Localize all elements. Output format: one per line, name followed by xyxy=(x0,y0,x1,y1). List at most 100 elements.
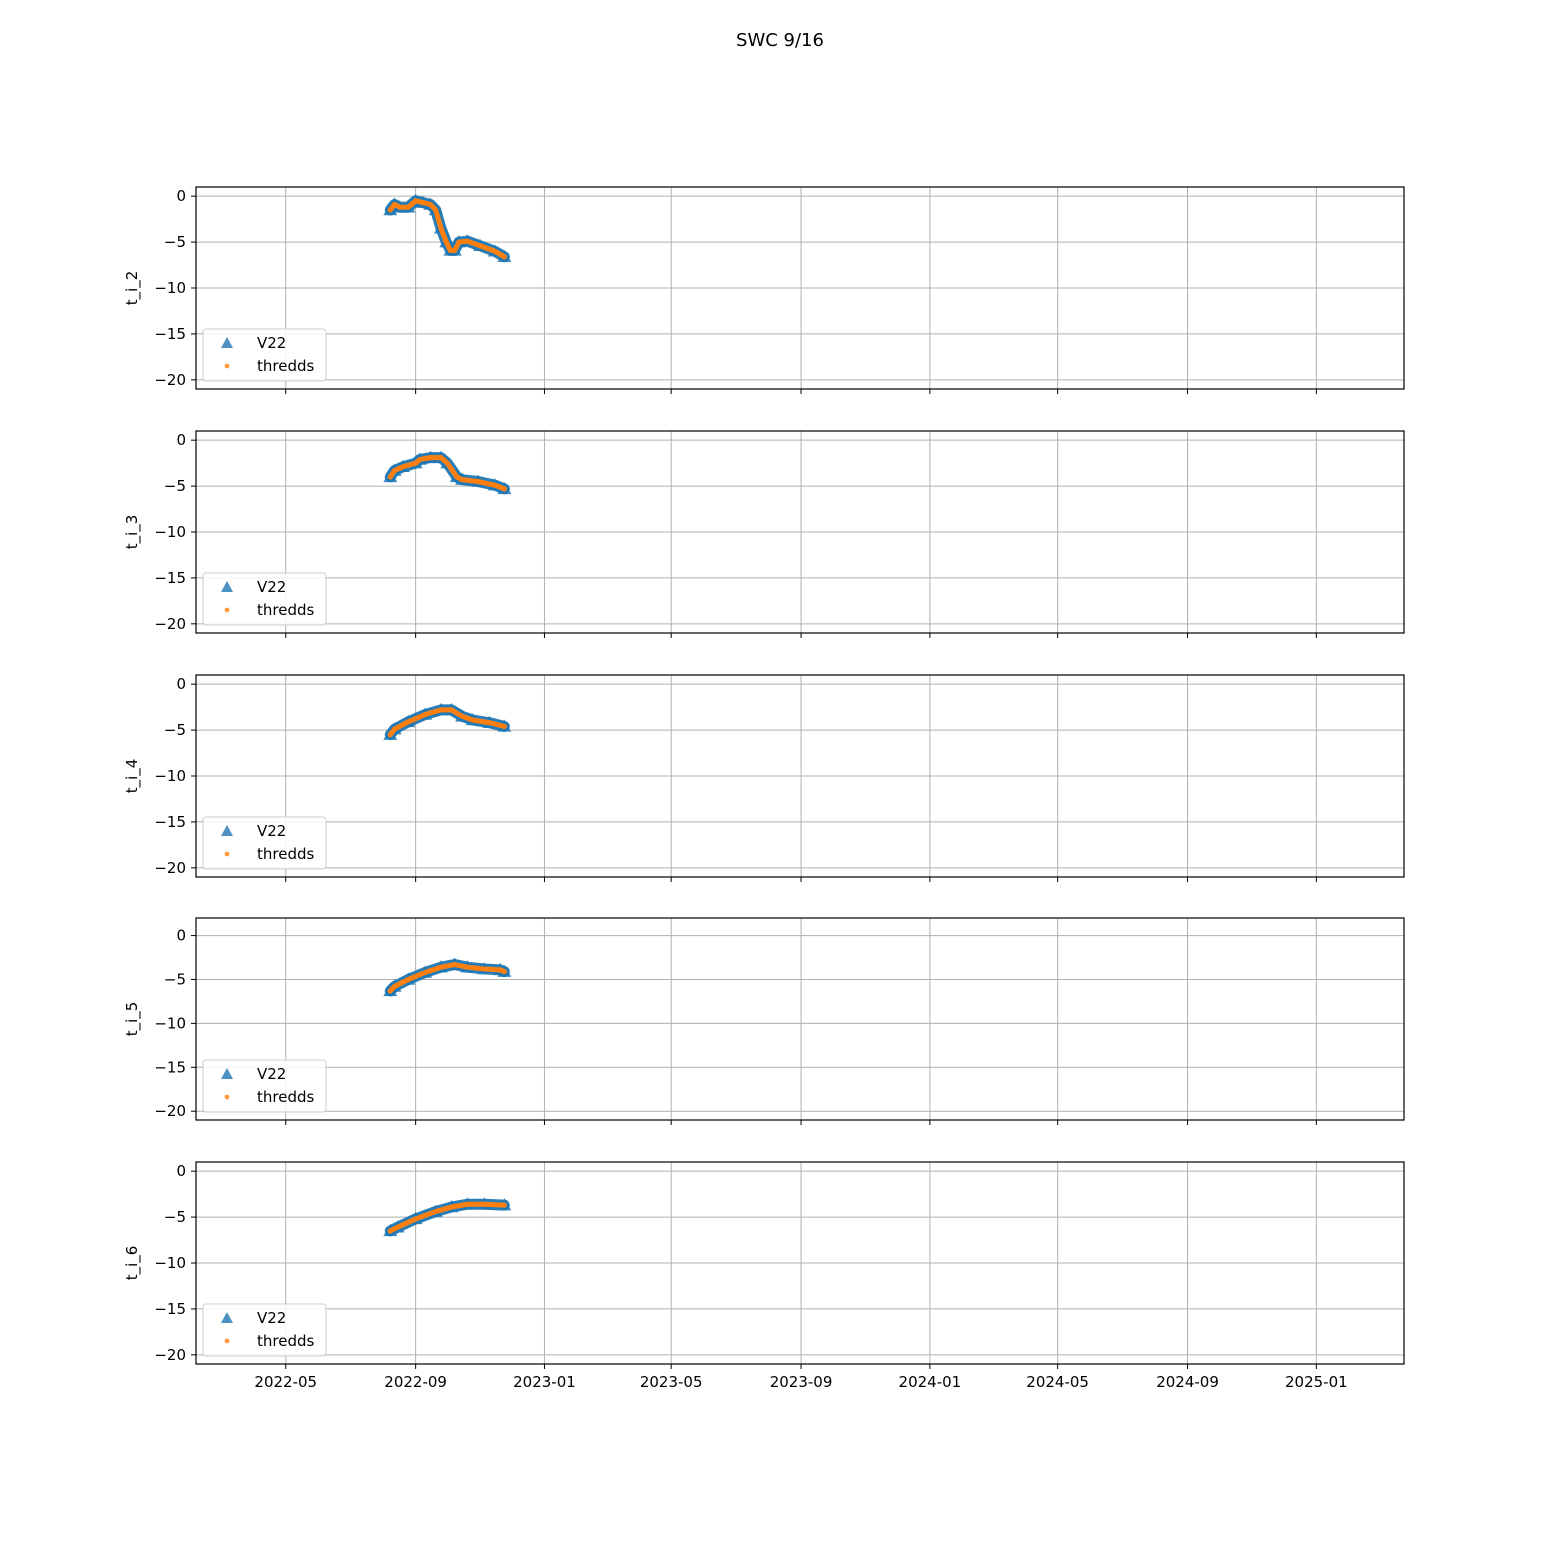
x-tick-label: 2022-09 xyxy=(384,1373,447,1391)
legend-marker-thredds xyxy=(224,1338,230,1344)
data-point-marker xyxy=(452,961,458,968)
data-point-marker xyxy=(448,707,455,713)
y-tick-label: 0 xyxy=(176,1162,186,1180)
subplot-t-i-6: 2022-05 2022-09 2023-01 2023-05 2023-09 2024-… xyxy=(123,1161,1405,1391)
axes-frame xyxy=(195,430,1405,634)
legend-marker-v22 xyxy=(221,337,233,348)
x-tick-label: 2024-09 xyxy=(1156,1373,1219,1391)
data-point-marker xyxy=(452,247,458,253)
y-tick-label: −10 xyxy=(154,279,186,297)
legend-box xyxy=(202,1303,327,1357)
y-tick-label: −20 xyxy=(154,371,186,389)
x-tick-label: 2023-01 xyxy=(513,1373,576,1391)
data-point-marker xyxy=(475,478,481,485)
data-point-marker xyxy=(456,239,462,245)
series-thredds xyxy=(387,707,507,738)
subplots: 0 −5 −10 −15 −20 t_i_2 V22 thredds 0 −5 −10 −15 −20 t… xyxy=(123,186,1405,1391)
data-point-marker xyxy=(422,969,428,976)
legend-marker-thredds xyxy=(224,851,230,857)
legend-marker-thredds xyxy=(224,363,230,369)
subplot-t-i-5: 0 −5 −10 −15 −20 t_i_5 V22 thredds xyxy=(123,917,1405,1125)
data-point-marker xyxy=(387,474,393,480)
data-point-marker xyxy=(400,464,406,470)
data-point-marker xyxy=(433,207,439,213)
series-thredds xyxy=(387,1201,507,1234)
y-tick-label: −15 xyxy=(154,813,186,831)
legend: V22 thredds xyxy=(202,1303,327,1357)
legend-box xyxy=(202,572,327,626)
y-tick-label: 0 xyxy=(176,675,186,693)
data-point-marker xyxy=(387,1228,393,1234)
x-tick-label: 2024-01 xyxy=(899,1373,962,1391)
series-band xyxy=(387,1201,507,1234)
legend-marker-thredds xyxy=(224,1094,230,1100)
data-point-marker xyxy=(387,732,393,738)
y-tick-label: −20 xyxy=(154,859,186,877)
data-point-marker xyxy=(413,198,419,204)
series-thredds xyxy=(387,198,507,260)
legend-label: V22 xyxy=(257,822,286,840)
data-point-marker xyxy=(391,726,398,732)
legend-label: thredds xyxy=(257,1332,314,1350)
data-point-marker xyxy=(420,200,426,206)
y-tick-label: −10 xyxy=(154,1254,186,1272)
y-axis-label: t_i_2 xyxy=(123,271,142,306)
data-point-marker xyxy=(464,964,470,970)
data-point-marker xyxy=(405,976,411,983)
data-point-marker xyxy=(395,1224,401,1230)
data-point-marker xyxy=(448,1204,455,1210)
data-point-marker xyxy=(481,966,487,972)
x-tick-label: 2023-05 xyxy=(640,1373,703,1391)
data-point-marker xyxy=(447,247,454,253)
legend-marker-v22 xyxy=(221,1312,233,1323)
y-tick-label: −10 xyxy=(154,767,186,785)
y-tick-label: −5 xyxy=(164,970,186,988)
data-point-marker xyxy=(413,460,419,466)
axes-frame xyxy=(195,674,1405,878)
data-point-marker xyxy=(501,1202,507,1208)
legend-label: thredds xyxy=(257,601,314,619)
legend-label: thredds xyxy=(257,845,314,863)
data-point-marker xyxy=(438,964,444,970)
figure-title: SWC 9/16 xyxy=(736,30,824,51)
legend-box xyxy=(202,1059,327,1113)
series-thredds xyxy=(387,961,507,994)
y-axis-label: t_i_6 xyxy=(123,1246,142,1281)
data-point-marker xyxy=(459,477,465,483)
y-axis-label: t_i_3 xyxy=(123,515,142,550)
y-axis-label: t_i_5 xyxy=(123,1002,142,1037)
data-point-marker xyxy=(501,486,507,492)
data-point-marker xyxy=(492,482,498,488)
data-point-marker xyxy=(464,1201,470,1207)
y-tick-label: 0 xyxy=(176,187,186,205)
data-point-marker xyxy=(486,720,493,726)
data-point-marker xyxy=(397,204,403,210)
data-point-marker xyxy=(454,474,460,480)
legend: V22 thredds xyxy=(202,1059,327,1113)
data-point-marker xyxy=(427,201,434,208)
data-point-marker xyxy=(387,207,393,213)
subplot-t-i-4: 0 −5 −10 −15 −20 t_i_4 V22 thredds xyxy=(123,674,1405,882)
data-point-marker xyxy=(459,713,465,719)
legend-box xyxy=(202,328,327,382)
data-point-marker xyxy=(417,456,423,463)
data-point-marker xyxy=(444,460,450,466)
data-point-marker xyxy=(422,711,428,718)
legend: V22 thredds xyxy=(202,572,327,626)
y-tick-label: 0 xyxy=(176,431,186,449)
data-point-marker xyxy=(438,707,444,713)
data-point-marker xyxy=(405,204,411,210)
data-point-marker xyxy=(427,455,434,461)
legend-label: V22 xyxy=(257,1309,286,1327)
legend-marker-v22 xyxy=(221,1068,233,1079)
data-point-marker xyxy=(438,225,444,231)
y-tick-label: −10 xyxy=(154,523,186,541)
axes-frame xyxy=(195,917,1405,1121)
data-point-marker xyxy=(391,201,398,208)
data-point-marker xyxy=(492,248,498,254)
subplot-t-i-2: 0 −5 −10 −15 −20 t_i_2 V22 thredds xyxy=(123,186,1405,394)
legend-label: thredds xyxy=(257,357,314,375)
series-thredds xyxy=(387,455,507,492)
axes-frame xyxy=(195,1161,1405,1365)
